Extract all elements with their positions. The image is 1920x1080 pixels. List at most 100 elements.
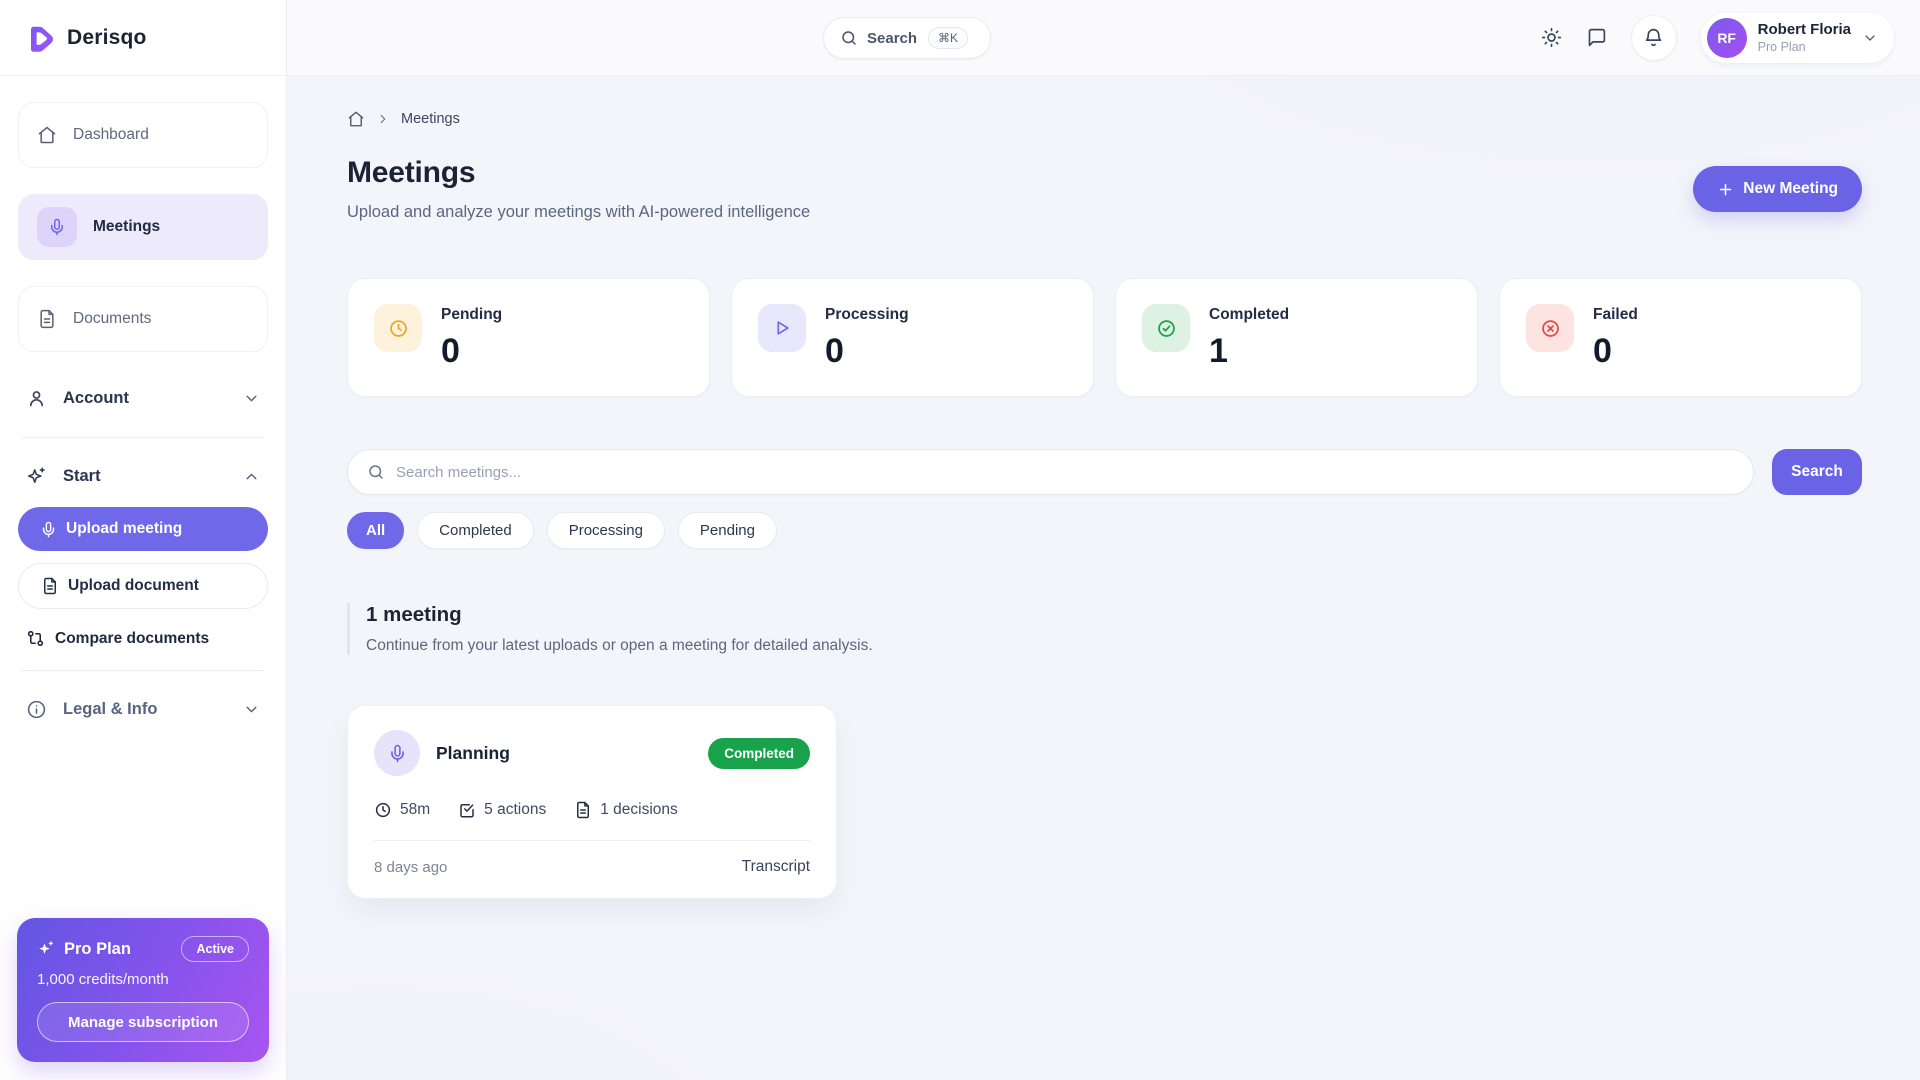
filter-chip-processing[interactable]: Processing: [546, 512, 665, 549]
sidebar-nav: Dashboard Meetings Documents Account: [0, 76, 286, 918]
breadcrumb: Meetings: [347, 110, 1862, 128]
user-icon: [26, 388, 47, 409]
search-shortcut-badge: ⌘K: [928, 27, 969, 49]
page-title: Meetings: [347, 156, 476, 189]
stats-row: Pending 0 Processing 0: [347, 278, 1862, 397]
results-description: Continue from your latest uploads or ope…: [366, 637, 873, 654]
sidebar-item-dashboard[interactable]: Dashboard: [18, 102, 268, 168]
new-meeting-button[interactable]: New Meeting: [1693, 166, 1862, 212]
chevron-up-icon: [243, 468, 260, 485]
meeting-title: Planning: [436, 742, 510, 763]
meetings-search-input[interactable]: [396, 463, 1734, 481]
mic-icon: [374, 730, 420, 776]
filter-chip-completed[interactable]: Completed: [417, 512, 534, 549]
stat-value: 1: [1209, 332, 1228, 370]
sidebar-item-label: Dashboard: [73, 126, 149, 143]
sidebar-item-label: Legal & Info: [63, 700, 158, 718]
clock-icon: [374, 304, 422, 352]
plan-status-badge: Active: [181, 936, 249, 962]
chevron-down-icon: [243, 701, 260, 718]
global-search-label: Search: [867, 29, 918, 47]
decisions-label: 1 decisions: [600, 801, 678, 818]
sidebar-item-meetings[interactable]: Meetings: [18, 194, 268, 260]
feedback-button[interactable]: [1586, 27, 1607, 48]
check-square-icon: [458, 801, 476, 819]
plan-credits: 1,000 credits/month: [37, 971, 169, 988]
chevron-down-icon: [243, 390, 260, 407]
notifications-button[interactable]: [1630, 14, 1677, 61]
sidebar-item-label: Meetings: [93, 218, 161, 235]
upload-document-label: Upload document: [68, 577, 199, 594]
new-meeting-label: New Meeting: [1743, 180, 1838, 197]
meetings-search-field: [347, 449, 1754, 495]
main-area: Search ⌘K: [287, 0, 1920, 1080]
file-text-icon: [574, 801, 592, 819]
stat-value: 0: [825, 332, 844, 370]
stat-value: 0: [1593, 332, 1612, 370]
upload-meeting-button[interactable]: Upload meeting: [18, 507, 268, 551]
bell-icon: [1643, 27, 1664, 48]
manage-subscription-button[interactable]: Manage subscription: [37, 1002, 249, 1042]
sparkles-icon: [26, 466, 47, 487]
avatar: RF: [1706, 17, 1747, 58]
git-compare-icon: [26, 629, 45, 648]
stat-card-pending: Pending 0: [347, 278, 710, 397]
meeting-duration: 58m: [374, 801, 430, 819]
stat-card-failed: Failed 0: [1499, 278, 1862, 397]
logo: Derisqo: [0, 0, 286, 76]
sidebar: Derisqo Dashboard Meetings Documents: [0, 0, 287, 1080]
stat-label: Completed: [1209, 306, 1290, 323]
x-circle-icon: [1526, 304, 1574, 352]
stat-label: Processing: [825, 306, 909, 323]
search-button[interactable]: Search: [1772, 449, 1862, 495]
plan-card: Pro Plan Active 1,000 credits/month Mana…: [17, 918, 269, 1062]
results-count: 1 meeting: [366, 603, 462, 626]
chevron-right-icon: [376, 112, 390, 126]
global-search-button[interactable]: Search ⌘K: [823, 17, 991, 59]
chevron-down-icon: [1862, 30, 1878, 46]
check-circle-icon: [1142, 304, 1190, 352]
filter-chip-all[interactable]: All: [347, 512, 405, 549]
sidebar-group-label: Start: [63, 467, 101, 485]
home-icon[interactable]: [347, 110, 365, 128]
actions-label: 5 actions: [484, 801, 547, 818]
status-badge: Completed: [708, 737, 810, 769]
page-subtitle: Upload and analyze your meetings with AI…: [347, 203, 811, 221]
sidebar-item-documents[interactable]: Documents: [18, 286, 268, 352]
content: Meetings Meetings Upload and analyze you…: [287, 76, 1920, 1080]
user-plan: Pro Plan: [1757, 40, 1806, 54]
sidebar-divider: [22, 437, 264, 438]
meeting-card[interactable]: Planning Completed 58m 5 actions: [347, 705, 837, 899]
play-icon: [758, 304, 806, 352]
app-title: Derisqo: [67, 25, 147, 49]
sidebar-divider: [22, 670, 264, 671]
meeting-age: 8 days ago: [374, 858, 448, 876]
file-text-icon: [37, 309, 57, 329]
user-menu-button[interactable]: RF Robert Floria Pro Plan: [1700, 12, 1894, 63]
sidebar-item-label: Account: [63, 389, 129, 407]
stat-label: Pending: [441, 306, 503, 323]
mic-icon: [40, 521, 57, 538]
meeting-decisions: 1 decisions: [574, 801, 678, 819]
stat-label: Failed: [1593, 306, 1638, 323]
theme-toggle-button[interactable]: [1541, 27, 1562, 48]
topbar: Search ⌘K: [287, 0, 1920, 76]
divider: [374, 840, 810, 841]
stat-card-completed: Completed 1: [1115, 278, 1478, 397]
upload-meeting-label: Upload meeting: [66, 520, 183, 537]
search-icon: [367, 463, 385, 481]
derisqo-logo-icon: [31, 26, 53, 52]
user-name: Robert Floria: [1757, 21, 1851, 38]
duration-label: 58m: [400, 801, 431, 818]
plus-icon: [1717, 181, 1734, 198]
filter-chip-pending[interactable]: Pending: [677, 512, 777, 549]
transcript-link[interactable]: Transcript: [741, 858, 810, 875]
mic-icon: [37, 207, 77, 247]
sun-icon: [1541, 27, 1562, 48]
sidebar-item-account[interactable]: Account: [18, 382, 268, 415]
upload-document-button[interactable]: Upload document: [18, 563, 268, 609]
plan-title: Pro Plan: [64, 939, 131, 958]
sidebar-group-start[interactable]: Start: [18, 460, 268, 493]
compare-documents-button[interactable]: Compare documents: [18, 617, 268, 648]
sidebar-item-legal-info[interactable]: Legal & Info: [18, 693, 268, 726]
